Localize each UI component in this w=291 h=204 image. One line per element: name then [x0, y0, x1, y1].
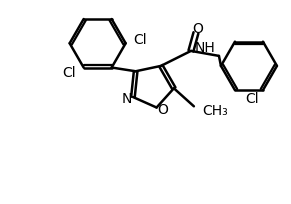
Text: O: O	[157, 102, 168, 116]
Text: N: N	[122, 92, 132, 105]
Text: NH: NH	[195, 41, 215, 55]
Text: Cl: Cl	[245, 92, 259, 106]
Text: O: O	[193, 22, 203, 36]
Text: Cl: Cl	[62, 65, 76, 79]
Text: CH₃: CH₃	[202, 104, 228, 118]
Text: Cl: Cl	[134, 33, 147, 47]
